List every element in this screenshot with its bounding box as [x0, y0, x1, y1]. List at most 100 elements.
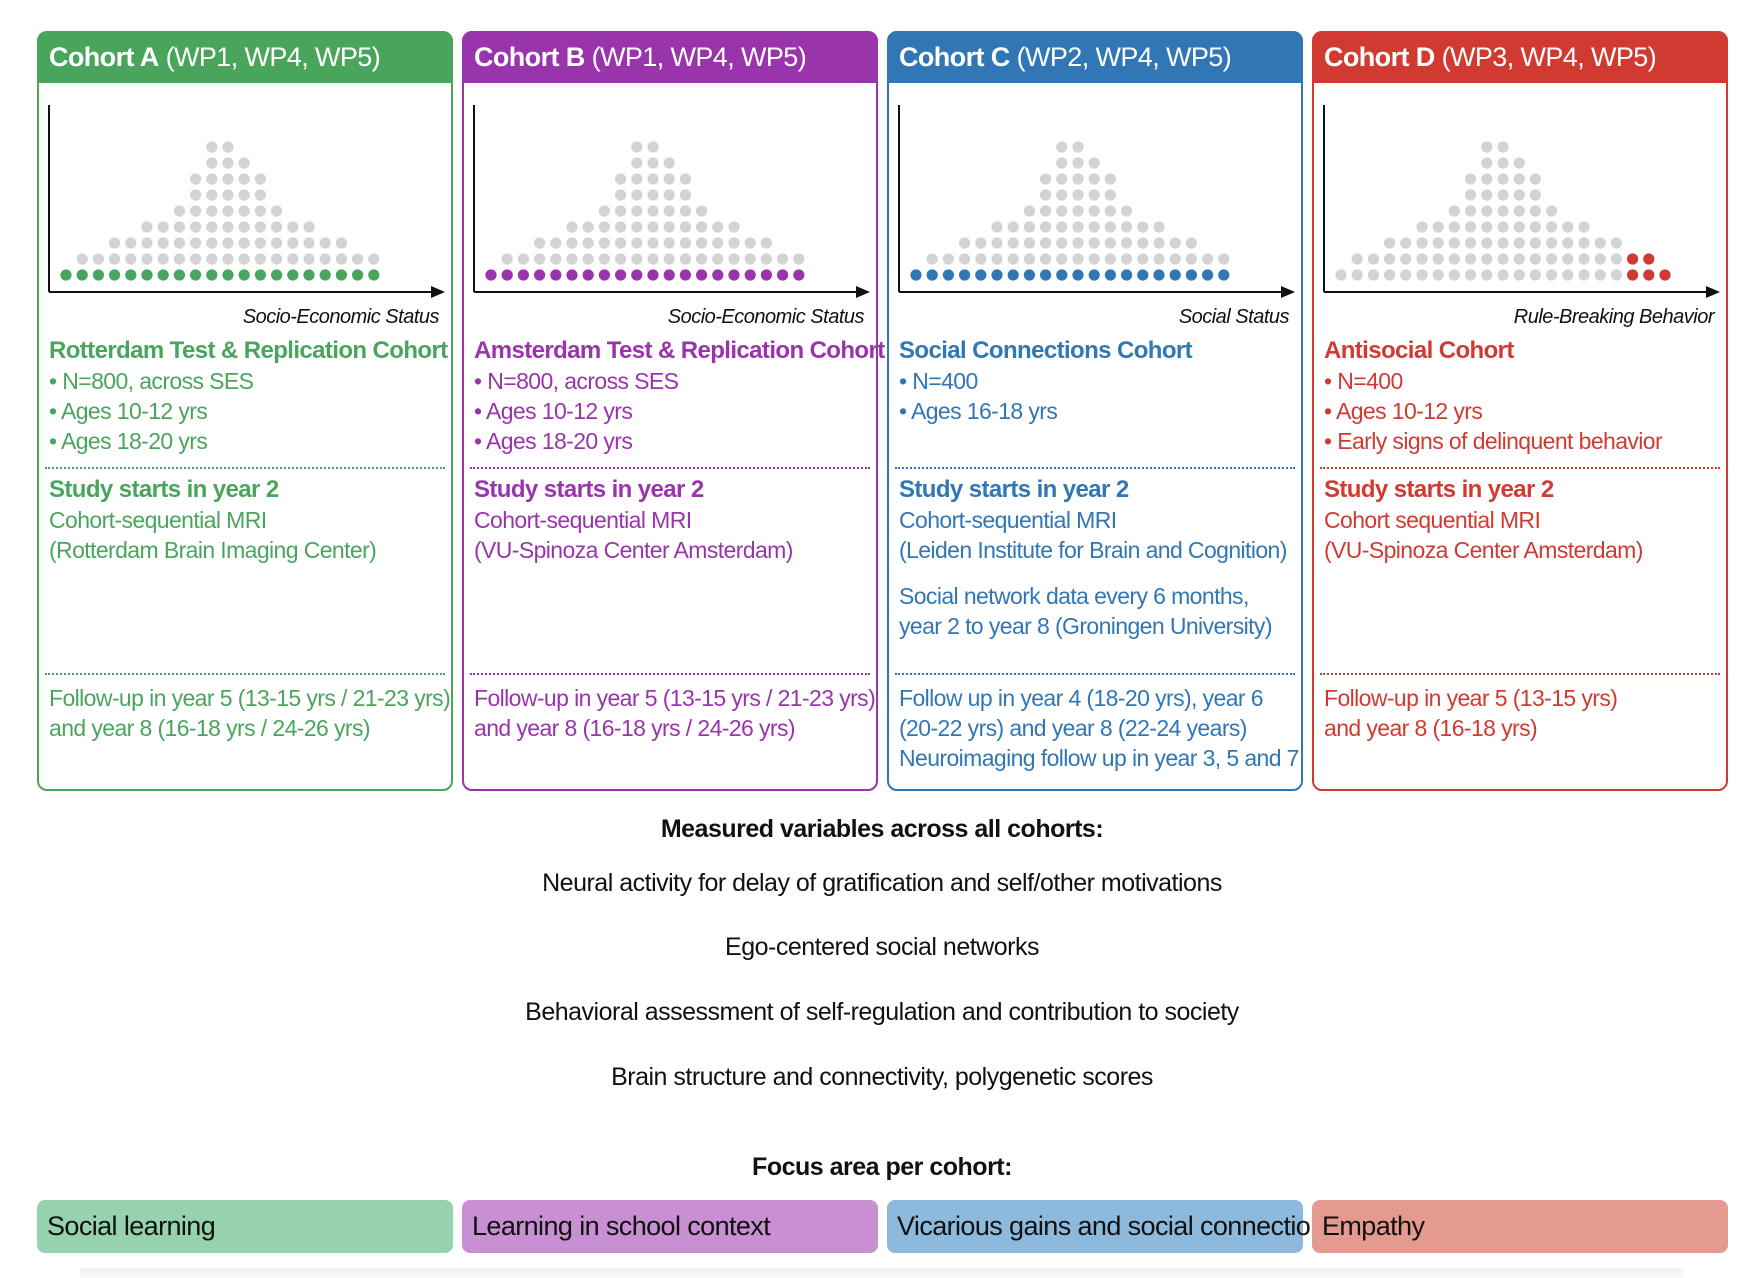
distribution-dot [647, 141, 659, 153]
distribution-dot [793, 269, 805, 281]
cohort-bullet: • Ages 18-20 yrs [49, 428, 208, 454]
distribution-dot [1432, 237, 1444, 249]
distribution-dot [1513, 237, 1525, 249]
distribution-dot [1218, 269, 1230, 281]
distribution-dot [157, 237, 169, 249]
distribution-dot [728, 269, 740, 281]
distribution-dot [631, 173, 643, 185]
distribution-dot [1384, 269, 1396, 281]
distribution-dot [1007, 253, 1019, 265]
distribution-dot [92, 253, 104, 265]
distribution-dot [991, 269, 1003, 281]
distribution-dot [1465, 221, 1477, 233]
distribution-dot [335, 269, 347, 281]
distribution-dot [1610, 237, 1622, 249]
distribution-dot [663, 173, 675, 185]
distribution-dot [238, 237, 250, 249]
distribution-dot [222, 205, 234, 217]
distribution-dot [1465, 253, 1477, 265]
distribution-dot [1513, 189, 1525, 201]
distribution-dot [631, 141, 643, 153]
distribution-dot [206, 253, 218, 265]
distribution-dot [109, 237, 121, 249]
study-line: (Rotterdam Brain Imaging Center) [49, 537, 377, 563]
distribution-dot [368, 269, 380, 281]
distribution-dot [1137, 253, 1149, 265]
focus-area-box-d: Empathy [1312, 1200, 1728, 1253]
dotted-divider [895, 467, 1295, 469]
distribution-dot [663, 205, 675, 217]
cohort-description: Amsterdam Test & Replication Cohort • N=8… [474, 336, 885, 456]
distribution-dot [744, 237, 756, 249]
distribution-dot [696, 237, 708, 249]
distribution-dot [1578, 269, 1590, 281]
distribution-dot [647, 173, 659, 185]
distribution-dot [1185, 253, 1197, 265]
distribution-dot [1121, 205, 1133, 217]
distribution-dot [647, 205, 659, 217]
distribution-dot [534, 269, 546, 281]
distribution-dot [1594, 237, 1606, 249]
distribution-dot [1185, 269, 1197, 281]
distribution-plot [1322, 105, 1724, 323]
distribution-dot [1546, 221, 1558, 233]
focus-area-box-b: Learning in school context [462, 1200, 878, 1253]
follow-up-line: and year 8 (16-18 yrs) [1324, 715, 1538, 741]
distribution-dot [712, 237, 724, 249]
distribution-dot [696, 205, 708, 217]
measured-variable-item: Brain structure and connectivity, polyge… [611, 1063, 1153, 1091]
distribution-dot [303, 237, 315, 249]
distribution-dot [271, 221, 283, 233]
distribution-dot [1218, 253, 1230, 265]
distribution-dot [959, 237, 971, 249]
cohort-header: Cohort B (WP1, WP4, WP5) [462, 31, 878, 83]
cohort-bullet: • Ages 10-12 yrs [474, 398, 633, 424]
distribution-dot [615, 221, 627, 233]
distribution-dot [1137, 237, 1149, 249]
distribution-dot [1202, 269, 1214, 281]
distribution-dot [125, 269, 137, 281]
distribution-dot [991, 221, 1003, 233]
distribution-dot [1367, 253, 1379, 265]
distribution-dot [125, 237, 137, 249]
cohort-card-c: Cohort C (WP2, WP4, WP5) Social Status S… [887, 31, 1303, 791]
distribution-dot [566, 221, 578, 233]
distribution-dot [1513, 205, 1525, 217]
distribution-dot [1351, 253, 1363, 265]
distribution-dot [1497, 189, 1509, 201]
distribution-dot [1481, 253, 1493, 265]
distribution-dot [1056, 205, 1068, 217]
distribution-dot [1497, 237, 1509, 249]
distribution-dot [975, 269, 987, 281]
cohort-bullet: • Early signs of delinquent behavior [1324, 428, 1663, 454]
distribution-dot [485, 269, 497, 281]
distribution-dot [1497, 173, 1509, 185]
distribution-dot [141, 237, 153, 249]
distribution-dot [1513, 157, 1525, 169]
distribution-dot [598, 221, 610, 233]
distribution-dot [1481, 189, 1493, 201]
distribution-dot [1659, 269, 1671, 281]
study-info: Study starts in year 2 Cohort sequential … [1324, 475, 1720, 565]
distribution-dot [1056, 253, 1068, 265]
distribution-dot [1594, 269, 1606, 281]
distribution-plot [897, 105, 1299, 323]
distribution-dot [1040, 189, 1052, 201]
distribution-dot [1400, 253, 1412, 265]
distribution-dot [1056, 237, 1068, 249]
distribution-dot [501, 253, 513, 265]
distribution-dot [760, 269, 772, 281]
distribution-dot [598, 269, 610, 281]
distribution-dot [1448, 253, 1460, 265]
distribution-dot [679, 173, 691, 185]
distribution-dot [926, 269, 938, 281]
cohort-name: Cohort B [474, 42, 585, 72]
distribution-dot [1529, 221, 1541, 233]
distribution-dot [1610, 253, 1622, 265]
distribution-dot [566, 237, 578, 249]
distribution-dot [942, 269, 954, 281]
distribution-dot [206, 173, 218, 185]
distribution-dot [1121, 269, 1133, 281]
distribution-dot [1562, 221, 1574, 233]
distribution-dot [222, 157, 234, 169]
